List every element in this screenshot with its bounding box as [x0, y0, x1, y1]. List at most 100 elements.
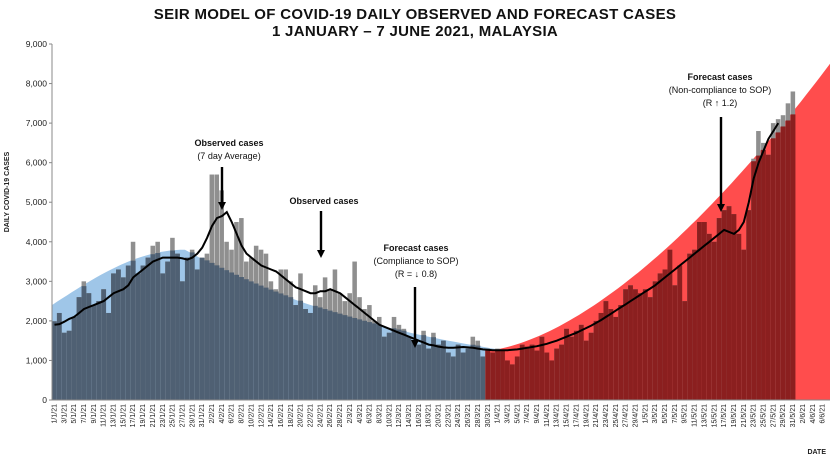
observed-bar-overlap: [86, 293, 92, 400]
observed-bar-overlap: [396, 329, 402, 400]
x-tick-label: 30/3/21: [485, 404, 492, 427]
x-tick-label: 6/3/21: [367, 404, 374, 424]
observed-bar-overlap: [135, 273, 141, 400]
observed-bar-overlap: [485, 350, 491, 400]
observed-bar-overlap: [687, 253, 693, 400]
observed-bar-overlap: [583, 340, 589, 400]
observed-bar-overlap: [598, 312, 604, 400]
x-tick-label: 6/2/21: [229, 404, 236, 424]
observed-bar-overlap: [741, 249, 747, 400]
x-tick-label: 5/4/21: [514, 404, 521, 424]
x-tick-label: 22/3/21: [445, 404, 452, 427]
annotation-text: (R ↑ 1.2): [703, 98, 738, 108]
observed-bar-overlap: [406, 336, 412, 400]
x-tick-label: 3/5/21: [652, 404, 659, 424]
observed-bar-overlap: [303, 309, 308, 400]
observed-bar-overlap: [229, 272, 235, 400]
annotation-text: (Compliance to SOP): [373, 256, 458, 266]
y-tick-label: 2,000: [26, 316, 48, 326]
axes: 0 1,000 2,000 3,000 4,000 5,000 6,000 7,000 8,00…: [4, 39, 830, 456]
x-tick-label: 2/6/21: [800, 404, 807, 424]
x-tick-label: 11/4/21: [544, 404, 551, 427]
annotations: Observed cases (7 day Average) Observed ca…: [194, 72, 771, 348]
x-tick-label: 16/2/21: [278, 404, 285, 427]
observed-bar-overlap: [746, 210, 752, 400]
y-axis-label: DAILY COVID-19 CASES: [4, 151, 11, 232]
observed-bar-overlap: [667, 249, 673, 400]
x-tick-label: 15/1/21: [120, 404, 127, 427]
y-tick-label: 5,000: [26, 197, 48, 207]
observed-bar-overlap: [637, 293, 643, 400]
observed-bar-overlap: [785, 120, 791, 400]
observed-bar-overlap: [234, 274, 240, 400]
x-tick-label: 18/2/21: [288, 404, 295, 427]
observed-bar-overlap: [701, 222, 707, 400]
observed-bar-overlap: [184, 257, 190, 400]
observed-bar-overlap: [111, 273, 116, 400]
observed-bar-overlap: [411, 340, 417, 400]
observed-bar-overlap: [214, 265, 220, 400]
x-axis-label: DATE: [807, 449, 826, 456]
observed-bar-overlap: [160, 273, 166, 400]
observed-bar-overlap: [628, 285, 633, 400]
x-tick-label: 29/4/21: [633, 404, 640, 427]
observed-bar-overlap: [386, 332, 392, 400]
y-tick-label: 4,000: [26, 237, 48, 247]
x-tick-label: 15/4/21: [564, 404, 571, 427]
observed-bar-overlap: [244, 279, 249, 400]
x-tick-label: 27/1/21: [179, 404, 186, 427]
observed-bar-overlap: [450, 356, 456, 400]
x-tick-label: 19/1/21: [140, 404, 147, 427]
observed-bar-overlap: [657, 273, 663, 400]
observed-bar-overlap: [376, 324, 382, 400]
x-tick-label: 19/5/21: [731, 404, 738, 427]
x-tick-label: 3/1/21: [61, 404, 68, 424]
x-tick-label: 5/1/21: [71, 404, 78, 424]
observed-bar-overlap: [52, 321, 57, 400]
observed-bar-overlap: [431, 337, 436, 400]
observed-bar-overlap: [647, 297, 653, 400]
observed-bar-overlap: [711, 241, 717, 400]
observed-bar-overlap: [554, 348, 560, 400]
y-tick-label: 3,000: [26, 276, 48, 286]
observed-bar-overlap: [544, 352, 550, 400]
observed-bar-overlap: [697, 222, 702, 400]
observed-bar-overlap: [593, 320, 599, 400]
observed-bar-overlap: [652, 281, 658, 400]
y-tick-label: 7,000: [26, 118, 48, 128]
observed-bar-overlap: [194, 269, 200, 400]
x-tick-label: 31/5/21: [790, 404, 797, 427]
observed-bar-overlap: [475, 345, 481, 400]
x-tick-label: 14/3/21: [406, 404, 413, 427]
x-tick-label: 11/1/21: [101, 404, 108, 427]
x-tick-label: 5/5/21: [662, 404, 669, 424]
y-tick-label: 1,000: [26, 355, 48, 365]
x-tick-label: 26/2/21: [327, 404, 334, 427]
observed-bar-overlap: [775, 132, 781, 401]
x-tick-label: 15/5/21: [711, 404, 718, 427]
observed-bar-overlap: [204, 260, 210, 400]
observed-bar-overlap: [495, 349, 500, 400]
annotation-text: Forecast cases: [687, 72, 752, 82]
observed-bar-overlap: [120, 277, 126, 400]
observed-bar-overlap: [96, 301, 102, 400]
x-tick-label: 21/5/21: [741, 404, 748, 427]
x-tick-label: 24/2/21: [317, 404, 324, 427]
observed-bar-overlap: [66, 330, 72, 400]
x-tick-label: 21/4/21: [593, 404, 600, 427]
observed-bar-overlap: [490, 352, 496, 400]
observed-bar-overlap: [357, 319, 363, 400]
observed-bar-overlap: [140, 265, 146, 400]
annotation-text: Observed cases: [194, 138, 263, 148]
x-tick-label: 9/4/21: [534, 404, 541, 424]
x-tick-label: 9/1/21: [91, 404, 98, 424]
x-tick-label: 23/4/21: [603, 404, 610, 427]
observed-bar-overlap: [500, 350, 505, 400]
x-tick-label: 31/1/21: [199, 404, 206, 427]
observed-bar-overlap: [337, 313, 343, 400]
observed-bar-overlap: [524, 346, 530, 400]
annotation-arrowhead: [717, 204, 725, 212]
x-tick-label: 8/3/21: [376, 404, 383, 424]
x-tick-label: 10/3/21: [386, 404, 393, 427]
